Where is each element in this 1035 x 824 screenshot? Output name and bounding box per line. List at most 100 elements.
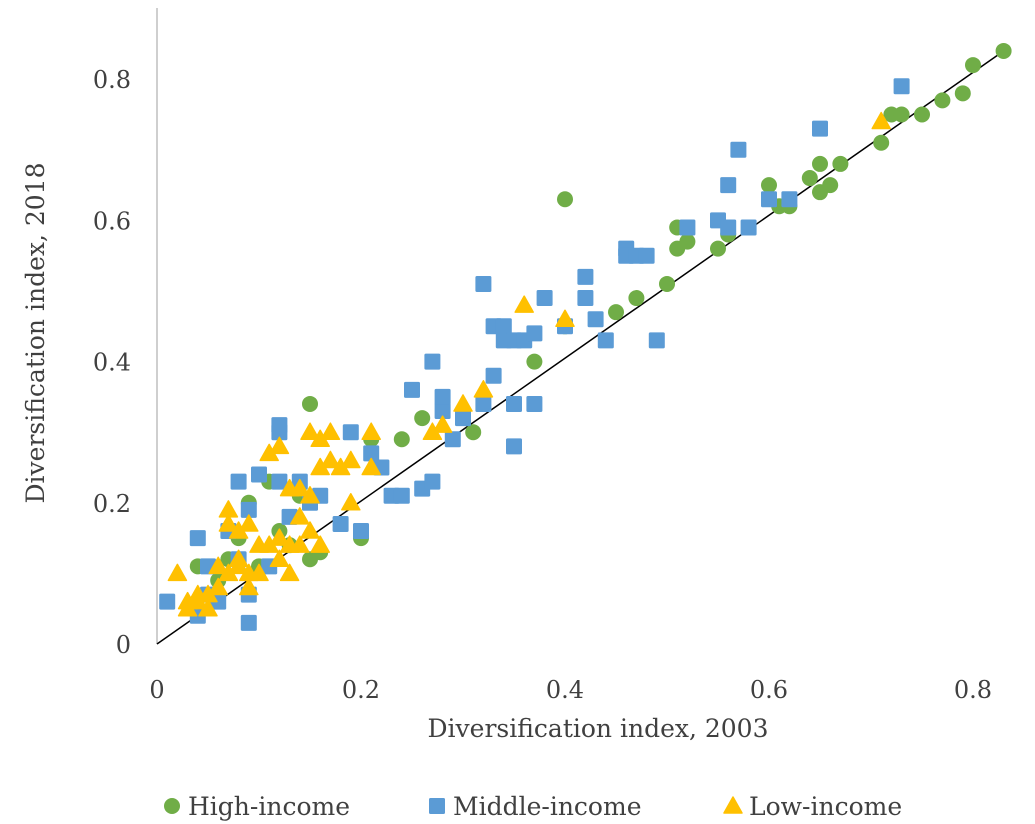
square-data-point xyxy=(189,530,206,547)
triangle-data-point xyxy=(208,577,228,596)
triangle-data-point xyxy=(167,563,188,582)
square-data-point xyxy=(577,268,594,285)
square-data-point xyxy=(240,501,257,518)
triangle-data-point xyxy=(453,394,473,412)
circle-data-point xyxy=(812,155,828,172)
square-data-point xyxy=(720,177,737,194)
square-data-point xyxy=(393,487,410,504)
circle-data-point xyxy=(608,304,624,321)
triangle-data-point xyxy=(239,514,259,532)
circle-data-point xyxy=(832,155,849,172)
square-data-point xyxy=(404,381,420,398)
square-data-point xyxy=(495,318,512,335)
series-square-points xyxy=(159,78,910,631)
square-data-point xyxy=(679,219,696,236)
triangle-data-point xyxy=(514,295,534,313)
square-data-point xyxy=(353,523,369,540)
square-data-point xyxy=(761,191,777,208)
series-triangle-points xyxy=(167,111,891,617)
circle-data-point xyxy=(893,106,910,123)
square-data-point xyxy=(251,466,267,483)
square-data-point xyxy=(444,431,461,448)
square-data-point xyxy=(424,353,441,370)
triangle-data-point xyxy=(361,457,381,476)
circle-data-point xyxy=(761,177,777,194)
square-data-point xyxy=(781,191,798,208)
legend-item: High-income xyxy=(164,792,350,821)
square-data-point xyxy=(506,438,522,455)
circle-data-point xyxy=(934,92,951,109)
circle-data-point xyxy=(954,85,971,102)
square-data-point xyxy=(363,445,380,462)
legend-label: Low-income xyxy=(749,792,902,821)
square-data-point xyxy=(342,424,359,441)
square-data-point xyxy=(485,367,502,384)
data-points xyxy=(159,42,1012,631)
square-data-point xyxy=(526,325,543,342)
square-data-point xyxy=(536,290,553,307)
x-tick-label: 0.2 xyxy=(342,676,380,704)
legend-square-marker xyxy=(429,798,445,814)
x-tick-label: 0.8 xyxy=(954,676,992,704)
triangle-data-point xyxy=(269,436,290,455)
circle-data-point xyxy=(995,42,1012,59)
triangle-data-point xyxy=(555,309,575,327)
triangle-data-point xyxy=(341,493,361,511)
circle-data-point xyxy=(914,106,930,123)
x-tick-label: 0.6 xyxy=(750,676,788,704)
triangle-data-point xyxy=(249,563,269,582)
square-data-point xyxy=(648,332,665,349)
triangle-data-point xyxy=(300,485,320,504)
y-tick-label: 0.8 xyxy=(93,66,131,94)
circle-data-point xyxy=(822,177,839,194)
triangle-data-point xyxy=(320,422,341,440)
triangle-data-point xyxy=(290,478,310,497)
y-tick-label: 0 xyxy=(116,631,131,659)
circle-data-point xyxy=(393,431,410,448)
legend-item: Low-income xyxy=(723,792,902,821)
square-data-point xyxy=(271,473,288,490)
square-data-point xyxy=(638,247,655,264)
x-axis-title: Diversification index, 2003 xyxy=(428,714,769,743)
square-data-point xyxy=(159,593,176,610)
triangle-data-point xyxy=(300,521,320,539)
circle-data-point xyxy=(710,240,726,257)
y-axis-title: Diversification index, 2018 xyxy=(21,163,50,504)
triangle-data-point xyxy=(208,556,228,575)
triangle-data-point xyxy=(361,422,381,440)
square-data-point xyxy=(812,120,828,137)
circle-data-point xyxy=(526,353,543,370)
legend-circle-marker xyxy=(164,798,180,814)
square-data-point xyxy=(332,515,349,532)
legend: High-income Middle-income Low-income xyxy=(164,792,902,821)
triangle-data-point xyxy=(290,535,310,553)
circle-data-point xyxy=(873,134,890,151)
legend-label: High-income xyxy=(188,792,350,821)
square-data-point xyxy=(240,614,257,631)
square-data-point xyxy=(506,395,522,412)
square-data-point xyxy=(597,332,614,349)
x-tick-label: 0.4 xyxy=(546,676,584,704)
triangle-data-point xyxy=(279,563,300,582)
square-data-point xyxy=(475,395,492,412)
square-data-point xyxy=(434,403,451,420)
triangle-data-point xyxy=(871,111,891,130)
square-data-point xyxy=(893,78,910,95)
triangle-data-point xyxy=(300,422,320,440)
circle-data-point xyxy=(465,424,482,441)
square-data-point xyxy=(730,141,747,158)
square-data-point xyxy=(424,473,441,490)
triangle-data-point xyxy=(218,514,239,532)
triangle-data-point xyxy=(269,528,290,546)
square-data-point xyxy=(587,311,604,328)
triangle-data-point xyxy=(290,507,310,525)
x-tick-label: 0 xyxy=(149,676,164,704)
circle-data-point xyxy=(801,170,818,187)
circle-data-point xyxy=(659,275,675,292)
square-data-point xyxy=(720,219,737,236)
square-data-point xyxy=(230,473,247,490)
square-data-point xyxy=(271,417,288,434)
triangle-data-point xyxy=(228,549,249,568)
triangle-data-point xyxy=(310,535,330,553)
